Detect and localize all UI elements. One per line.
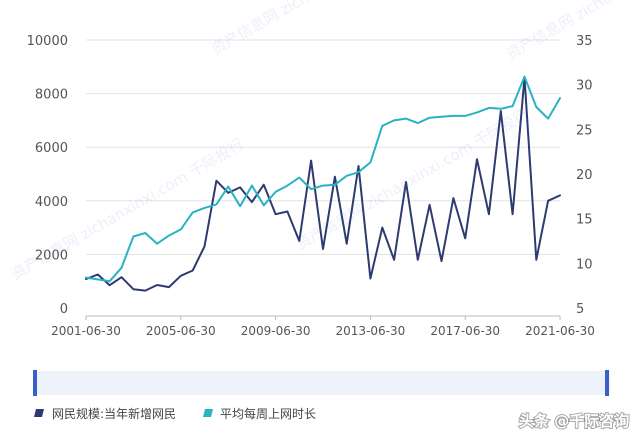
watermark-text: 资产信息网 zichanxinxi.com 千际投行 — [503, 0, 640, 63]
legend-label: 平均每周上网时长 — [220, 406, 316, 421]
grid-lines — [86, 39, 560, 255]
x-tick-label: 2001-06-30 — [51, 324, 121, 338]
right-y-tick-label: 5 — [576, 302, 584, 317]
series-line-weekly-online-hours[interactable] — [85, 75, 561, 283]
scrollbar-right-handle[interactable] — [605, 370, 609, 396]
left-y-tick-label: 0 — [60, 302, 68, 317]
left-y-tick-label: 8000 — [35, 88, 68, 103]
left-y-tick-label: 4000 — [35, 195, 68, 210]
series-lines — [85, 75, 561, 292]
series-line-new-netizens[interactable] — [85, 76, 561, 292]
right-y-tick-label: 30 — [576, 79, 593, 94]
x-tick-label: 2017-06-30 — [430, 324, 500, 338]
branding-text: 头条 @千际咨询 — [519, 412, 629, 430]
right-y-tick-label: 35 — [576, 34, 593, 49]
x-tick-label: 2013-06-30 — [336, 324, 406, 338]
x-tick-label: 2005-06-30 — [146, 324, 216, 338]
legend-marker-teal — [203, 409, 213, 417]
right-y-tick-label: 15 — [576, 213, 593, 228]
legend-label: 网民规模:当年新增网民 — [52, 406, 176, 421]
right-y-tick-label: 20 — [576, 168, 593, 183]
scrollbar-left-handle[interactable] — [33, 370, 37, 396]
left-y-tick-label: 2000 — [35, 248, 68, 263]
right-y-tick-label: 25 — [576, 123, 593, 138]
x-axis-ticks: 2001-06-30 2005-06-30 2009-06-30 2013-06-30… — [51, 316, 595, 338]
range-scrollbar[interactable] — [33, 370, 610, 396]
watermark-text: 资产信息网 zichanxinxi.com 千际投行 — [208, 0, 447, 58]
legend-marker-navy — [34, 409, 44, 417]
scrollbar-track — [34, 371, 610, 395]
legend: 网民规模:当年新增网民 平均每周上网时长 — [34, 406, 316, 421]
legend-item-navy[interactable]: 网民规模:当年新增网民 — [34, 406, 176, 421]
legend-item-teal[interactable]: 平均每周上网时长 — [203, 406, 316, 421]
x-tick-label: 2009-06-30 — [241, 324, 311, 338]
right-y-axis-ticks: 5 10 15 20 25 30 35 — [576, 34, 593, 317]
right-y-tick-label: 10 — [576, 257, 593, 272]
left-y-tick-label: 6000 — [35, 141, 68, 156]
left-y-axis-ticks: 0 2000 4000 6000 8000 10000 — [27, 34, 68, 317]
left-y-tick-label: 10000 — [27, 34, 68, 49]
watermark-text: 资产信息网 zichanxinxi.com 千际投行 — [293, 105, 532, 253]
x-tick-label: 2021-06-30 — [525, 324, 595, 338]
